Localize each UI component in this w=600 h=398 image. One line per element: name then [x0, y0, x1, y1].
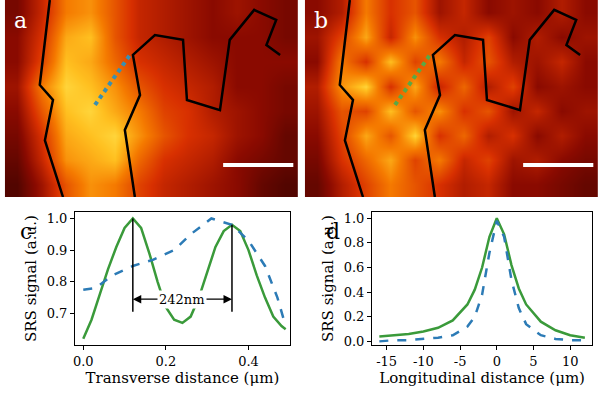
svg-text:1.0: 1.0 [47, 211, 68, 226]
svg-text:0.7: 0.7 [47, 306, 68, 321]
svg-text:Longitudinal distance (μm): Longitudinal distance (μm) [379, 369, 585, 387]
svg-text:10: 10 [562, 354, 579, 369]
svg-text:-15: -15 [376, 354, 397, 369]
svg-text:0.8: 0.8 [344, 235, 365, 250]
svg-text:0.4: 0.4 [238, 354, 259, 369]
svg-text:0: 0 [493, 354, 501, 369]
svg-text:Transverse distance (μm): Transverse distance (μm) [86, 369, 280, 387]
svg-text:-5: -5 [454, 354, 467, 369]
svg-text:242nm: 242nm [159, 292, 205, 307]
svg-text:0.8: 0.8 [47, 274, 68, 289]
svg-text:0.6: 0.6 [344, 260, 365, 275]
svg-text:d: d [326, 219, 340, 244]
svg-text:0.9: 0.9 [47, 243, 68, 258]
svg-text:0.2: 0.2 [156, 354, 177, 369]
svg-text:SRS signal (a.u.): SRS signal (a.u.) [22, 215, 40, 342]
svg-text:1.0: 1.0 [344, 211, 365, 226]
svg-text:b: b [314, 8, 328, 33]
svg-text:5: 5 [529, 354, 537, 369]
svg-text:0.2: 0.2 [344, 309, 365, 324]
svg-text:SRS signal (a.u.): SRS signal (a.u.) [319, 215, 337, 342]
svg-text:c: c [20, 219, 32, 244]
svg-text:0.0: 0.0 [73, 354, 94, 369]
svg-text:-10: -10 [413, 354, 434, 369]
svg-text:0.0: 0.0 [344, 334, 365, 349]
svg-text:a: a [14, 8, 27, 33]
svg-text:0.4: 0.4 [344, 285, 365, 300]
